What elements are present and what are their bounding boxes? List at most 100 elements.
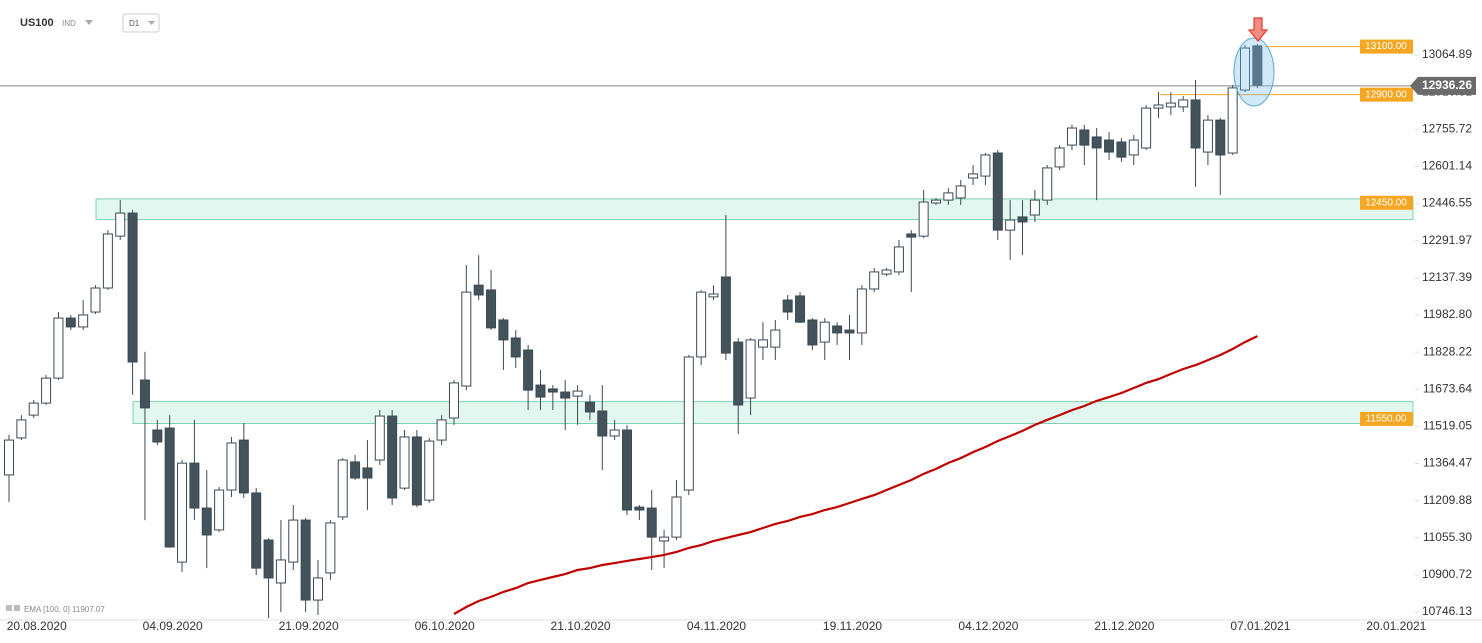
candle-body — [4, 439, 14, 476]
candle-body — [461, 291, 472, 387]
dropdown-arrow[interactable] — [85, 20, 93, 25]
candle-body — [78, 314, 89, 328]
candle-body — [547, 388, 558, 393]
candle-body — [733, 341, 744, 406]
candle-body — [720, 276, 731, 354]
candle-body — [844, 329, 855, 334]
candle-body — [634, 506, 645, 511]
candle-body — [856, 288, 867, 334]
candle-body — [523, 349, 534, 391]
candle-body — [782, 299, 793, 313]
candle-body — [238, 439, 249, 494]
candle-body — [659, 536, 670, 542]
candle-body — [696, 291, 707, 358]
candle-body — [1116, 141, 1127, 158]
candle-body — [683, 356, 694, 491]
level-label-box — [1360, 87, 1413, 102]
level-label-box — [1360, 195, 1413, 210]
y-tick-label: 12446.55 — [1422, 196, 1472, 210]
candle-body — [807, 319, 818, 346]
support-zone — [132, 401, 1414, 425]
y-tick-label: 11364.47 — [1423, 456, 1472, 470]
ema-line — [453, 335, 1258, 615]
level-label: 12450.00 — [1365, 197, 1407, 208]
candle-body — [745, 339, 756, 399]
candle-body — [584, 401, 595, 413]
candle-body — [498, 319, 509, 341]
legend-entry: EMA [100, 0] 11907.07 — [24, 605, 105, 614]
x-tick-label: 04.11.2020 — [687, 619, 746, 633]
support-zone — [95, 198, 1414, 221]
candle-body — [1066, 127, 1077, 146]
symbol: US100 — [20, 17, 54, 29]
level-label: 12900.00 — [1365, 89, 1407, 100]
candle-body — [535, 384, 546, 398]
candle-body — [931, 199, 941, 204]
candle-body — [152, 429, 163, 443]
candle-body — [300, 519, 311, 601]
candle-body — [819, 321, 830, 343]
candle-body — [115, 212, 126, 237]
y-tick-label: 12137.39 — [1422, 270, 1472, 284]
candle-body — [288, 519, 299, 563]
candle-body — [795, 295, 806, 323]
candle-body — [164, 427, 175, 548]
y-tick-label: 10746.13 — [1422, 604, 1472, 618]
market: IND — [62, 19, 76, 28]
candle-body — [671, 496, 682, 538]
candle-body — [65, 317, 76, 328]
candle-body — [1165, 102, 1176, 108]
candle-body — [572, 390, 583, 397]
candle-body — [1054, 147, 1065, 168]
y-tick-label: 11519.05 — [1423, 419, 1472, 433]
candle-body — [177, 462, 188, 563]
candle-body — [337, 459, 348, 518]
indicator-legend: EMA [100, 0] 11907.07 — [6, 605, 105, 614]
y-tick-label: 13064.89 — [1422, 47, 1472, 61]
candle-body — [387, 415, 398, 499]
x-tick-label: 04.09.2020 — [143, 619, 203, 633]
dropdown-arrow — [148, 21, 155, 25]
highlight-ellipse — [1233, 37, 1275, 107]
x-tick-label: 07.01.2021 — [1230, 619, 1290, 633]
y-tick-label: 11209.88 — [1423, 493, 1472, 507]
legend-name: EMA [100, 0] — [24, 605, 70, 614]
candle-body — [992, 152, 1003, 231]
candle-body — [609, 429, 620, 437]
candle-body — [955, 185, 966, 199]
x-tick-label: 21.09.2020 — [279, 619, 339, 633]
candle-body — [943, 192, 954, 201]
candle-body — [881, 269, 892, 275]
x-tick-label: 04.12.2020 — [958, 619, 1018, 633]
candle-body — [906, 233, 917, 238]
legend-icon — [14, 605, 20, 611]
candle-body — [201, 507, 212, 536]
candle-body — [757, 339, 768, 348]
candle-body — [399, 436, 410, 489]
candle-body — [1202, 119, 1213, 153]
level-label-box — [1360, 39, 1413, 54]
price-label-box — [1410, 76, 1476, 95]
candle-body — [893, 246, 904, 273]
candle-body — [325, 522, 336, 574]
candle-body — [1005, 219, 1016, 231]
y-tick-label: 10900.72 — [1422, 567, 1472, 581]
header: US100 IND D1 — [20, 13, 160, 33]
candle-body — [53, 317, 64, 379]
candle-body — [1091, 136, 1102, 149]
candle-body — [16, 419, 27, 439]
candle-body — [918, 201, 929, 237]
level-label: 13100.00 — [1365, 41, 1407, 52]
y-tick-label: 11673.64 — [1423, 381, 1472, 395]
candle-body — [1227, 87, 1238, 154]
y-tick-label: 12755.72 — [1422, 121, 1472, 135]
candle-body — [708, 293, 719, 298]
plot: 13064.8912910.3112755.7212601.1412446.55… — [0, 39, 1482, 633]
candle-body — [350, 461, 361, 479]
interval-select[interactable] — [122, 13, 160, 33]
candle-body — [980, 154, 991, 177]
candle-body — [362, 467, 373, 479]
candle-body — [597, 410, 608, 437]
candle-body — [127, 212, 138, 363]
